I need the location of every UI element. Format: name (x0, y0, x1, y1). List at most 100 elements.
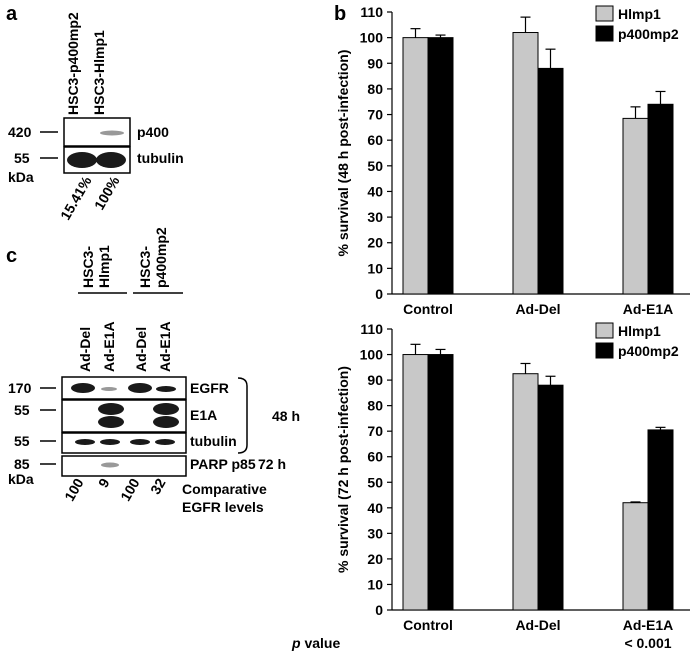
p-word: value (304, 635, 340, 651)
p-value-label: p value (291, 635, 340, 651)
p-value: < 0.001 (624, 635, 671, 651)
y-tick-label: 90 (367, 55, 383, 71)
protein-label: E1A (190, 407, 217, 423)
x-tick-label: Ad-Del (515, 617, 560, 633)
bar (537, 67, 564, 295)
marker-label: 85 (14, 456, 30, 472)
band (153, 416, 179, 428)
band (96, 152, 126, 168)
group-label: p400mp2 (153, 227, 169, 288)
bar (622, 502, 649, 611)
y-tick-label: 60 (367, 132, 383, 148)
panel-label: c (6, 245, 17, 267)
marker-label: 170 (8, 380, 32, 396)
column-label: HSC3-Hlmp1 (91, 30, 107, 115)
y-axis-label: % survival (48 h post-infection) (335, 50, 351, 257)
y-tick-label: 30 (367, 525, 383, 541)
bar (402, 37, 429, 295)
time-label: 48 h (272, 408, 300, 424)
lane-label: Ad-E1A (157, 321, 173, 372)
caption: Comparative (182, 481, 267, 497)
legend-label: p400mp2 (618, 26, 679, 42)
blot (61, 455, 187, 477)
bar (512, 373, 539, 611)
band (100, 439, 120, 445)
bar (427, 354, 454, 611)
blot (61, 376, 187, 400)
lane-label: Ad-E1A (101, 321, 117, 372)
protein-label: tubulin (190, 433, 237, 449)
blot (61, 432, 187, 454)
y-tick-label: 60 (367, 449, 383, 465)
y-tick-label: 40 (367, 183, 383, 199)
y-tick-label: 90 (367, 372, 383, 388)
bar (537, 384, 564, 611)
legend-swatch (595, 25, 614, 42)
y-tick-label: 20 (367, 235, 383, 251)
y-tick-label: 0 (375, 602, 383, 618)
y-tick-label: 30 (367, 209, 383, 225)
bar (427, 37, 454, 295)
level-label: 100 (61, 475, 87, 503)
y-tick-label: 100 (360, 347, 384, 363)
level-label: 100 (117, 475, 143, 503)
bar (622, 117, 649, 295)
x-tick-label: Ad-Del (515, 301, 560, 317)
band (128, 383, 152, 393)
y-tick-label: 70 (367, 107, 383, 123)
y-tick-label: 50 (367, 158, 383, 174)
bar (647, 429, 674, 611)
bar (512, 32, 539, 295)
group-label: Hlmp1 (96, 245, 112, 288)
bracket (237, 377, 248, 454)
marker-label: 55 (14, 402, 30, 418)
unit-label: kDa (8, 471, 34, 487)
legend-swatch (595, 5, 614, 22)
band (153, 403, 179, 415)
y-tick-label: 10 (367, 576, 383, 592)
panel-label: b (334, 3, 346, 25)
y-tick-label: 80 (367, 81, 383, 97)
protein-label: tubulin (137, 150, 184, 166)
x-tick-label: Ad-E1A (623, 301, 674, 317)
legend-swatch (595, 322, 614, 339)
legend-swatch (595, 342, 614, 359)
band (101, 387, 117, 391)
band (155, 439, 175, 445)
protein-label: PARP p85 (190, 456, 256, 472)
y-axis-label: % survival (72 h post-infection) (335, 366, 351, 573)
y-tick-label: 70 (367, 423, 383, 439)
y-tick-label: 20 (367, 551, 383, 567)
band (98, 416, 124, 428)
unit-label: kDa (8, 169, 34, 185)
x-tick-label: Control (403, 617, 453, 633)
panel-label: a (6, 3, 18, 25)
y-tick-label: 0 (375, 286, 383, 302)
band (75, 439, 95, 445)
legend-label: Hlmp1 (618, 6, 661, 22)
band (130, 439, 150, 445)
y-tick-label: 10 (367, 260, 383, 276)
level-label: 9 (95, 475, 113, 490)
level-label: 15.41% (57, 173, 95, 223)
marker-label: 55 (14, 433, 30, 449)
marker-label: 420 (8, 124, 32, 140)
caption: EGFR levels (182, 499, 264, 515)
y-tick-label: 110 (360, 321, 383, 337)
y-tick-label: 100 (360, 30, 384, 46)
protein-label: p400 (137, 124, 169, 140)
level-label: 100% (91, 173, 123, 212)
legend-label: Hlmp1 (618, 323, 661, 339)
group-label: HSC3- (137, 246, 153, 288)
band (101, 462, 119, 468)
y-tick-label: 40 (367, 500, 383, 516)
band (98, 403, 124, 415)
band (100, 130, 124, 136)
band (67, 152, 97, 168)
x-tick-label: Control (403, 301, 453, 317)
group-label: HSC3- (80, 246, 96, 288)
protein-label: EGFR (190, 380, 229, 396)
band (156, 386, 176, 392)
y-tick-label: 110 (360, 4, 383, 20)
